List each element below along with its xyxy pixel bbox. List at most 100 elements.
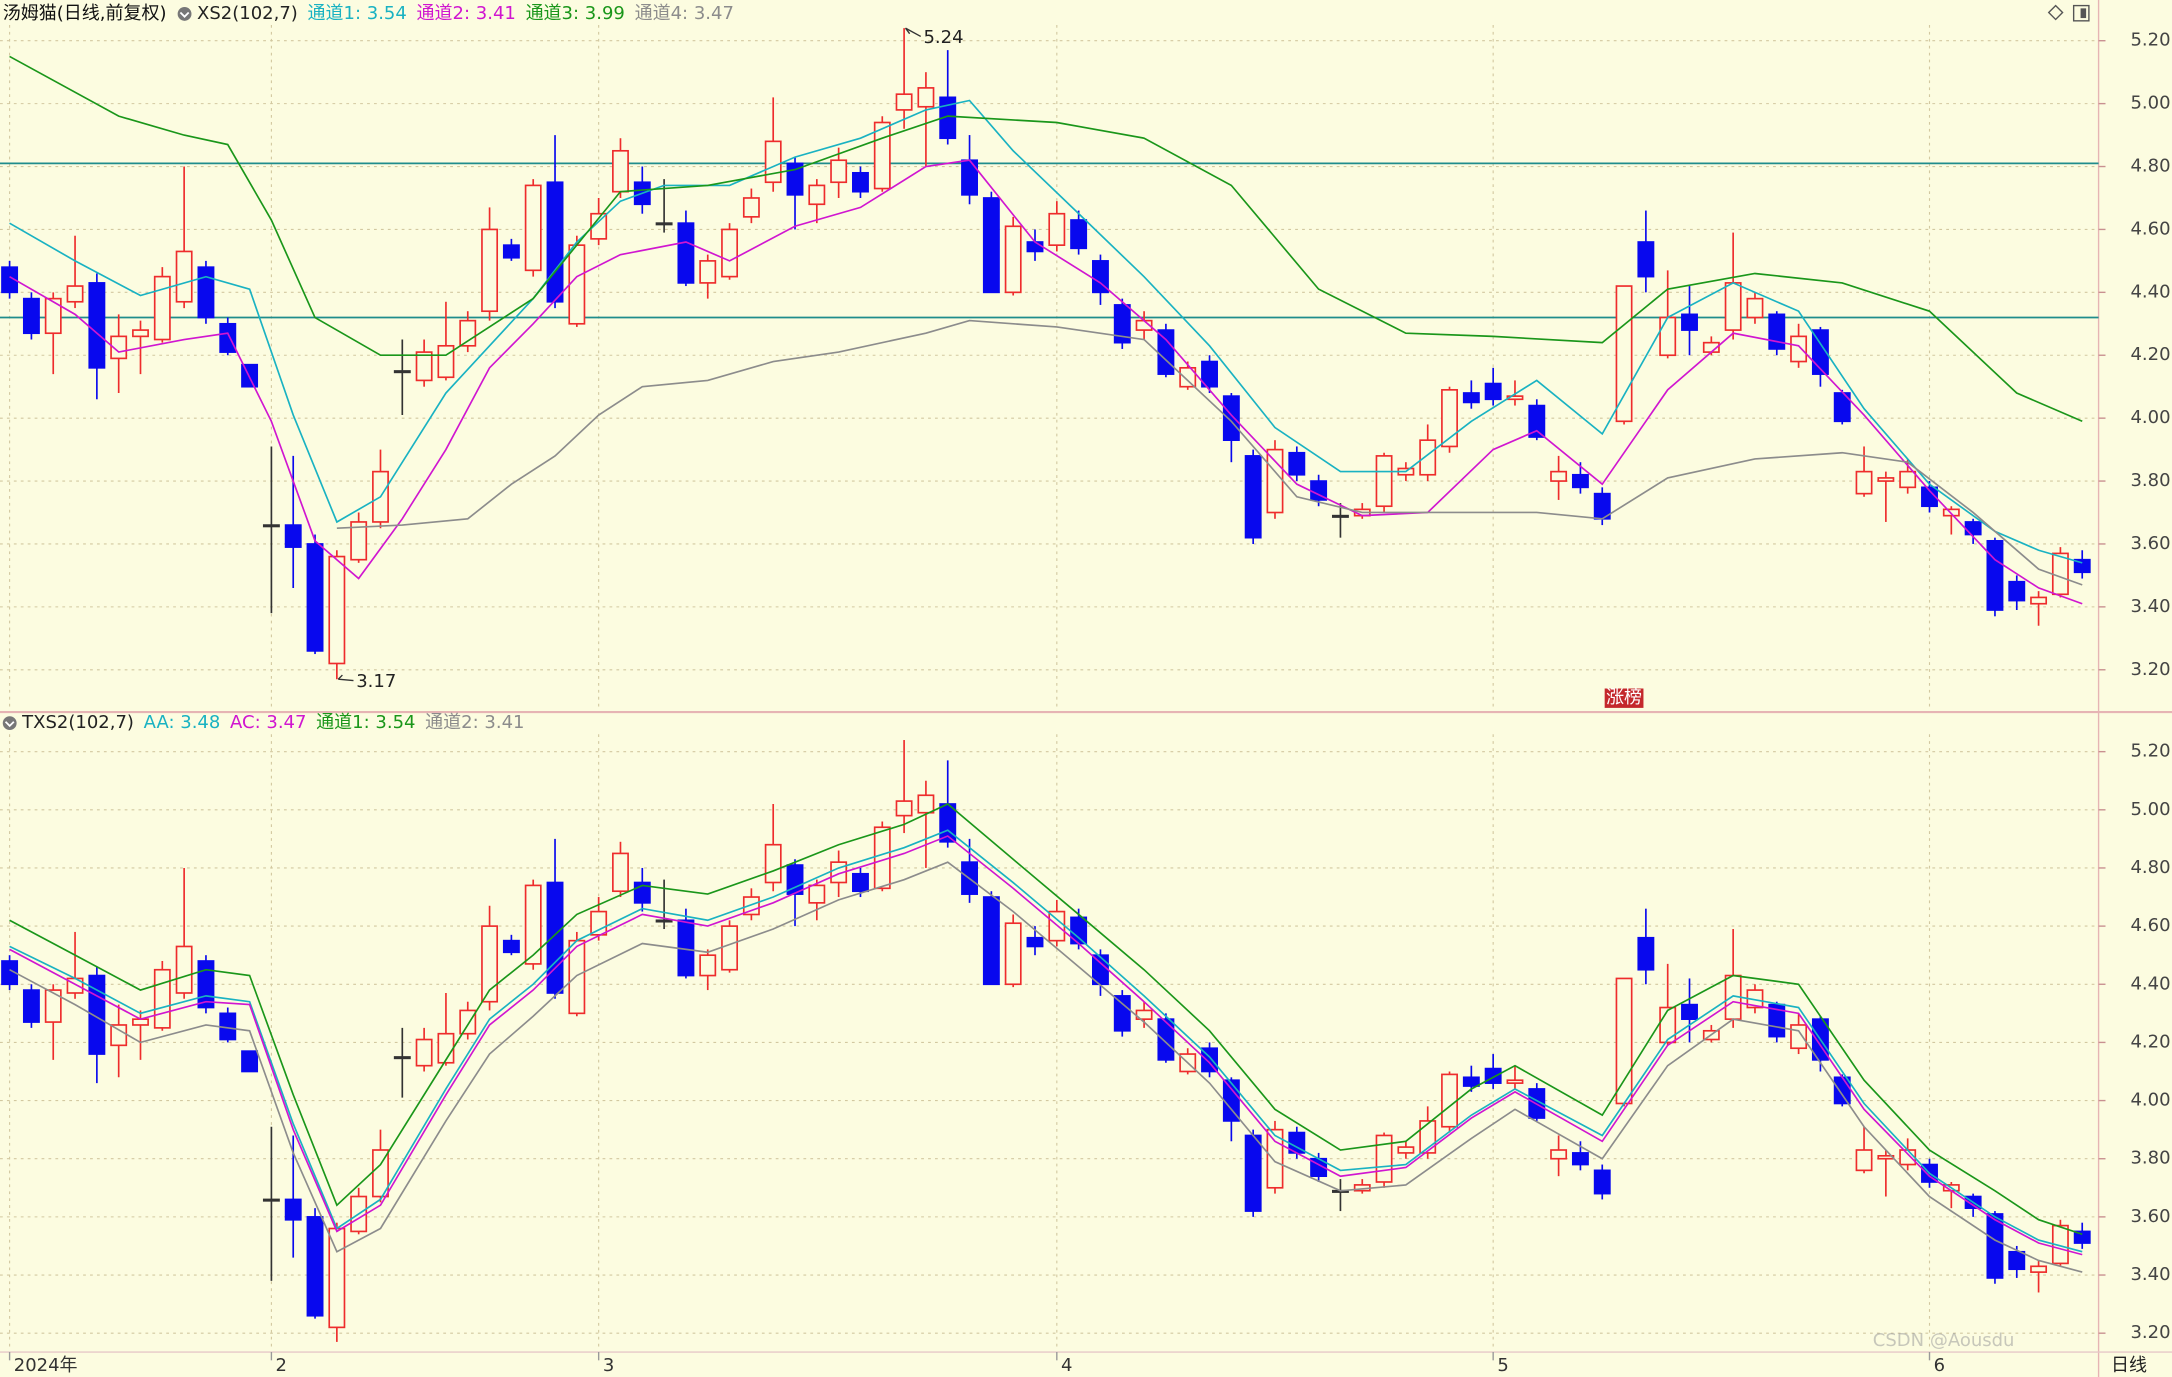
y-tick-label: 3.20 bbox=[2130, 1322, 2170, 1343]
candle-body bbox=[1113, 304, 1131, 344]
candle-body bbox=[44, 989, 62, 1023]
candle-body bbox=[699, 260, 717, 284]
candle-body bbox=[524, 184, 542, 272]
candle-body bbox=[22, 297, 40, 335]
candle-body bbox=[350, 521, 368, 561]
candle-body bbox=[219, 322, 237, 353]
candle-body bbox=[590, 212, 608, 240]
candle-body bbox=[22, 989, 40, 1023]
candle-body bbox=[742, 197, 760, 218]
candle-body bbox=[721, 925, 739, 971]
candle-body bbox=[1637, 936, 1655, 971]
candle-body bbox=[1768, 1003, 1786, 1038]
candle-body bbox=[1681, 1003, 1698, 1020]
watermark: CSDN @Aousdu bbox=[1873, 1330, 2015, 1351]
candle-body bbox=[808, 884, 826, 904]
candle-body bbox=[306, 1216, 324, 1317]
y-tick-label: 4.60 bbox=[2130, 218, 2170, 239]
candle-body bbox=[459, 1009, 477, 1035]
annotation-arrow bbox=[904, 27, 922, 38]
panel-icon[interactable] bbox=[2072, 4, 2090, 22]
candle-body bbox=[852, 872, 869, 893]
candle-body bbox=[2051, 552, 2069, 596]
legend-entry: 通道1: 3.54 bbox=[316, 712, 415, 733]
candle-body bbox=[1419, 439, 1437, 476]
candle-body bbox=[306, 543, 324, 652]
candle-body bbox=[284, 524, 302, 548]
candle-body bbox=[982, 197, 1000, 294]
y-tick-label: 4.80 bbox=[2130, 857, 2170, 878]
candle-body bbox=[1441, 1073, 1458, 1128]
x-tick-label: 4 bbox=[1061, 1355, 1072, 1376]
candle-body bbox=[1157, 329, 1175, 375]
panel: 3.20 3.40 3.60 3.80 4.00 4.20 4.40 4.60 4.80 5.00… bbox=[0, 734, 2171, 1351]
channel-line bbox=[9, 99, 2083, 564]
period-label: 日线 bbox=[2111, 1355, 2147, 1376]
candle-body bbox=[2008, 580, 2026, 602]
candle-body bbox=[1113, 995, 1131, 1032]
candle-body bbox=[1462, 392, 1480, 404]
candle-body bbox=[786, 162, 804, 196]
candle-body bbox=[1659, 1006, 1677, 1044]
candle-body bbox=[546, 881, 564, 994]
x-tick-label: 3 bbox=[603, 1355, 614, 1376]
legend-entry: AA: 3.48 bbox=[144, 712, 221, 733]
y-tick-label: 4.80 bbox=[2130, 156, 2170, 177]
indicator-name: TXS2(102,7) bbox=[21, 712, 134, 733]
legend-entry: 通道2: 3.41 bbox=[417, 3, 516, 24]
candle-body bbox=[917, 87, 935, 108]
candle-body bbox=[1833, 1076, 1851, 1105]
candle-body bbox=[590, 910, 608, 936]
candle-body bbox=[1746, 297, 1764, 319]
legend-entry: 通道2: 3.41 bbox=[425, 712, 524, 733]
candle-body bbox=[175, 945, 193, 994]
indicator-icon bbox=[177, 6, 192, 21]
candle-body bbox=[1179, 366, 1197, 388]
candle-body bbox=[1004, 225, 1022, 294]
candle-body bbox=[612, 852, 629, 893]
candle-body bbox=[44, 297, 62, 335]
candle-body bbox=[1070, 219, 1088, 250]
candle-body bbox=[66, 285, 84, 303]
candle-body bbox=[1877, 477, 1895, 482]
candle-body bbox=[132, 1018, 149, 1026]
candle-body bbox=[415, 351, 433, 382]
x-tick-label: 2024年 bbox=[14, 1355, 78, 1376]
low-annotation: 3.17 bbox=[356, 671, 396, 692]
candle-body bbox=[328, 555, 346, 665]
candle-body bbox=[677, 222, 695, 284]
candle-body bbox=[1790, 1024, 1808, 1050]
y-tick-label: 3.80 bbox=[2130, 470, 2170, 491]
y-tick-label: 3.80 bbox=[2130, 1148, 2170, 1169]
candle-body bbox=[961, 159, 979, 196]
candle-body bbox=[1375, 455, 1393, 508]
channel-line bbox=[9, 861, 2083, 1273]
candle-body bbox=[1004, 922, 1022, 986]
window-icons bbox=[2047, 4, 2090, 22]
candle-body bbox=[808, 184, 826, 206]
candle-body bbox=[393, 1056, 411, 1060]
diamond-icon[interactable] bbox=[2047, 4, 2064, 21]
candle-body bbox=[1615, 977, 1633, 1105]
candle-body bbox=[546, 181, 564, 303]
candle-body bbox=[982, 896, 1000, 986]
candle-body bbox=[393, 370, 411, 374]
candle-body bbox=[110, 335, 128, 360]
candle-body bbox=[655, 919, 673, 923]
legend-entry: 通道3: 3.99 bbox=[526, 3, 625, 24]
y-tick-label: 5.00 bbox=[2130, 799, 2170, 820]
candle-body bbox=[1790, 335, 1808, 363]
candle-body bbox=[2073, 1230, 2091, 1244]
channel-line bbox=[9, 835, 2083, 1256]
candle-body bbox=[939, 96, 957, 140]
candle-body bbox=[372, 1149, 389, 1198]
y-tick-label: 5.20 bbox=[2130, 741, 2170, 762]
y-tick-label: 4.40 bbox=[2130, 973, 2170, 994]
candle-body bbox=[1855, 470, 1873, 495]
candle-body bbox=[1506, 1079, 1524, 1084]
candle-body bbox=[197, 960, 215, 1009]
indicator-name: XS2(102,7) bbox=[197, 3, 298, 24]
candle-body bbox=[415, 1038, 433, 1067]
candle-body bbox=[1811, 329, 1829, 375]
